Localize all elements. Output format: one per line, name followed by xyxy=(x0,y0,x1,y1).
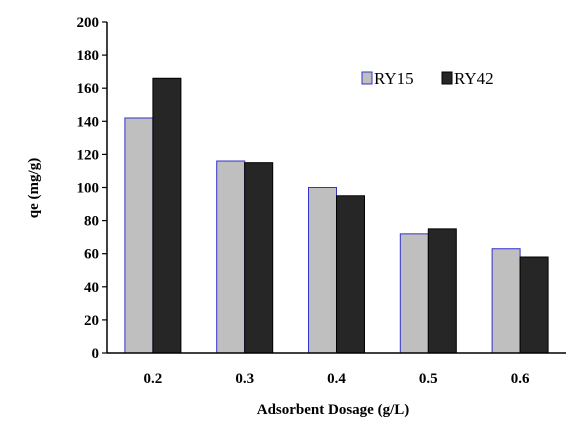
x-tick-label: 0.5 xyxy=(419,371,438,387)
x-axis-ticks: 0.2 0.3 0.4 0.5 0.6 xyxy=(144,371,530,387)
y-tick-label: 180 xyxy=(77,48,100,64)
y-tick-label: 80 xyxy=(84,214,99,230)
y-tick-label: 200 xyxy=(77,15,100,31)
bar-ry15-0.6 xyxy=(491,248,521,354)
legend-label-ry15: RY15 xyxy=(374,69,414,88)
bar-ry42-0.6 xyxy=(519,256,549,354)
bars-layer xyxy=(124,77,549,354)
legend-label-ry42: RY42 xyxy=(454,69,494,88)
bar-ry42-0.3 xyxy=(244,162,274,354)
y-tick-label: 40 xyxy=(84,280,99,296)
y-tick-label: 160 xyxy=(77,81,100,97)
y-tick-label: 0 xyxy=(92,346,100,362)
legend: RY15 RY42 xyxy=(361,69,494,88)
y-axis-title: qe (mg/g) xyxy=(26,158,42,218)
bar-ry42-0.5 xyxy=(427,228,457,354)
bar-ry15-0.2 xyxy=(124,117,154,354)
bar-ry42-0.4 xyxy=(336,195,365,354)
x-tick-label: 0.2 xyxy=(144,371,163,387)
x-tick-label: 0.3 xyxy=(235,371,254,387)
y-tick-label: 100 xyxy=(77,181,100,197)
y-tick-label: 120 xyxy=(77,147,100,163)
bar-ry15-0.3 xyxy=(216,160,246,354)
y-tick-label: 20 xyxy=(84,313,99,329)
y-axis-ticks: 0 20 40 60 80 100 120 140 160 180 200 xyxy=(77,15,107,362)
x-tick-label: 0.4 xyxy=(327,371,346,387)
bar-ry42-0.2 xyxy=(152,77,182,354)
bar-ry15-0.5 xyxy=(399,233,429,354)
y-tick-label: 60 xyxy=(84,247,99,263)
bar-ry15-0.4 xyxy=(308,187,337,354)
y-tick-label: 140 xyxy=(77,114,100,130)
legend-swatch-ry15 xyxy=(361,71,373,85)
x-axis-title: Adsorbent Dosage (g/L) xyxy=(257,402,410,418)
x-tick-label: 0.6 xyxy=(511,371,530,387)
legend-swatch-ry42 xyxy=(441,71,453,85)
